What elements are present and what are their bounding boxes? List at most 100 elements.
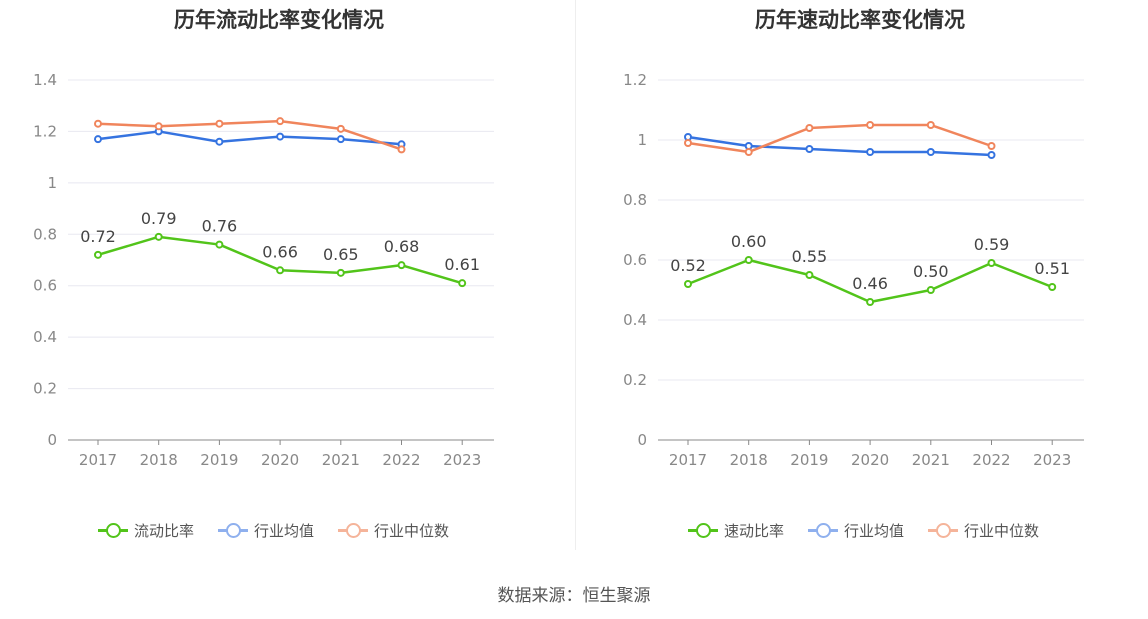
data-label: 0.51 bbox=[1034, 259, 1070, 278]
x-tick-label: 2020 bbox=[261, 451, 299, 469]
series-line-industry-average bbox=[97, 130, 402, 146]
data-point-ratio bbox=[926, 286, 935, 294]
y-tick-label: 0.8 bbox=[623, 191, 647, 209]
legend-item[interactable]: 流动比率 bbox=[98, 518, 194, 542]
data-point-industry-median bbox=[866, 121, 875, 129]
x-tick-label: 2019 bbox=[790, 451, 828, 469]
data-label: 0.65 bbox=[323, 245, 359, 264]
data-point-industry-average bbox=[276, 132, 285, 141]
data-label: 0.76 bbox=[202, 217, 238, 236]
legend-line-marker-icon bbox=[688, 522, 718, 538]
data-point-industry-median bbox=[215, 119, 224, 128]
x-tick-label: 2019 bbox=[200, 451, 238, 469]
data-point-ratio bbox=[336, 268, 345, 277]
data-point-industry-average bbox=[94, 135, 102, 144]
data-point-industry-median bbox=[336, 124, 345, 133]
data-point-industry-median bbox=[397, 145, 406, 154]
y-tick-label: 1.2 bbox=[33, 122, 57, 140]
data-point-ratio bbox=[458, 279, 467, 288]
data-point-ratio bbox=[154, 232, 163, 241]
series-line-industry-average bbox=[687, 135, 992, 157]
data-point-industry-median bbox=[276, 117, 285, 126]
y-tick-label: 1 bbox=[637, 131, 647, 149]
data-label: 0.66 bbox=[262, 242, 298, 261]
legend-label: 行业中位数 bbox=[374, 521, 450, 540]
x-tick-label: 2022 bbox=[382, 451, 420, 469]
series-line-industry-median bbox=[97, 119, 402, 151]
data-point-industry-average bbox=[215, 137, 224, 146]
legend-item[interactable]: 行业中位数 bbox=[338, 518, 449, 542]
legend-item[interactable]: 行业均值 bbox=[808, 518, 904, 542]
legend-item[interactable]: 行业均值 bbox=[218, 518, 314, 542]
data-label: 0.59 bbox=[974, 235, 1010, 254]
y-tick-label: 0.8 bbox=[33, 225, 57, 243]
x-tick-label: 2017 bbox=[669, 451, 707, 469]
series-line-industry-median bbox=[687, 123, 992, 154]
x-tick-label: 2022 bbox=[972, 451, 1010, 469]
current-ratio-plot: 0 0.2 0.4 0.6 0.8 1 1.2 1.4 2017 2018 2019 2020 2021… bbox=[33, 71, 494, 469]
legend-item[interactable]: 速动比率 bbox=[688, 518, 784, 542]
data-label: 0.46 bbox=[852, 274, 888, 293]
x-tick-label: 2023 bbox=[443, 451, 481, 469]
x-tick-label: 2023 bbox=[1033, 451, 1071, 469]
legend-line-marker-icon bbox=[218, 522, 248, 538]
data-point-industry-median bbox=[805, 124, 814, 132]
data-point-ratio bbox=[1048, 283, 1057, 291]
chart-title: 历年流动比率变化情况 bbox=[174, 8, 384, 32]
y-tick-label: 0 bbox=[637, 431, 647, 449]
y-tick-label: 0.4 bbox=[33, 328, 57, 346]
chart-title: 历年速动比率变化情况 bbox=[755, 8, 965, 32]
data-point-industry-median bbox=[926, 121, 935, 129]
y-tick-label: 0.2 bbox=[623, 371, 647, 389]
x-tick-label: 2017 bbox=[79, 451, 117, 469]
legend-line-marker-icon bbox=[98, 522, 128, 538]
y-tick-label: 0 bbox=[47, 431, 57, 449]
y-tick-label: 1.4 bbox=[33, 71, 57, 89]
data-label: 0.79 bbox=[141, 209, 177, 228]
legend-label: 流动比率 bbox=[134, 521, 195, 540]
data-point-industry-median bbox=[154, 122, 163, 131]
data-point-industry-average bbox=[805, 145, 814, 153]
data-point-ratio bbox=[397, 261, 406, 270]
data-label: 0.55 bbox=[792, 247, 828, 266]
quick-ratio-plot: 0 0.2 0.4 0.6 0.8 1 1.2 2017 2018 2019 2020 2021 202… bbox=[623, 71, 1084, 469]
x-tick-label: 2021 bbox=[322, 451, 360, 469]
data-point-ratio bbox=[684, 280, 692, 288]
data-label: 0.68 bbox=[384, 237, 420, 256]
legend-label: 行业均值 bbox=[844, 521, 905, 540]
data-point-ratio bbox=[215, 240, 224, 249]
data-point-ratio bbox=[866, 298, 875, 306]
data-label: 0.61 bbox=[444, 255, 480, 274]
legend-line-marker-icon bbox=[808, 522, 838, 538]
data-point-industry-median bbox=[94, 119, 102, 128]
legend-label: 行业均值 bbox=[254, 521, 315, 540]
y-tick-label: 0.6 bbox=[33, 277, 57, 295]
legend-label: 速动比率 bbox=[724, 521, 785, 540]
legend-item[interactable]: 行业中位数 bbox=[928, 518, 1039, 542]
data-point-ratio bbox=[987, 259, 996, 267]
data-point-industry-median bbox=[987, 142, 996, 150]
y-tick-label: 0.6 bbox=[623, 251, 647, 269]
panel-divider bbox=[575, 0, 576, 550]
x-tick-label: 2020 bbox=[851, 451, 889, 469]
data-label: 0.60 bbox=[731, 232, 767, 251]
data-source-note: 数据来源：恒生聚源 bbox=[497, 586, 651, 606]
data-point-industry-average bbox=[987, 151, 996, 159]
chart-legend: 速动比率 行业均值 行业中位数 bbox=[574, 518, 1148, 542]
data-label: 0.52 bbox=[670, 256, 706, 275]
data-point-industry-average bbox=[926, 148, 935, 156]
legend-line-marker-icon bbox=[338, 522, 368, 538]
current-ratio-chart-panel: 历年流动比率变化情况 0 0.2 0.4 0.6 0.8 1 1.2 1.4 2017 2018 2… bbox=[0, 0, 574, 560]
data-point-ratio bbox=[94, 250, 102, 259]
data-label: 0.50 bbox=[913, 262, 949, 281]
data-point-industry-median bbox=[684, 139, 692, 147]
data-point-industry-average bbox=[336, 135, 345, 144]
legend-label: 行业中位数 bbox=[964, 521, 1040, 540]
data-point-ratio bbox=[744, 256, 753, 264]
chart-legend: 流动比率 行业均值 行业中位数 bbox=[0, 518, 574, 542]
x-tick-label: 2018 bbox=[730, 451, 768, 469]
x-tick-label: 2021 bbox=[912, 451, 950, 469]
y-tick-label: 0.2 bbox=[33, 380, 57, 398]
y-tick-label: 1.2 bbox=[623, 71, 647, 89]
legend-line-marker-icon bbox=[928, 522, 958, 538]
